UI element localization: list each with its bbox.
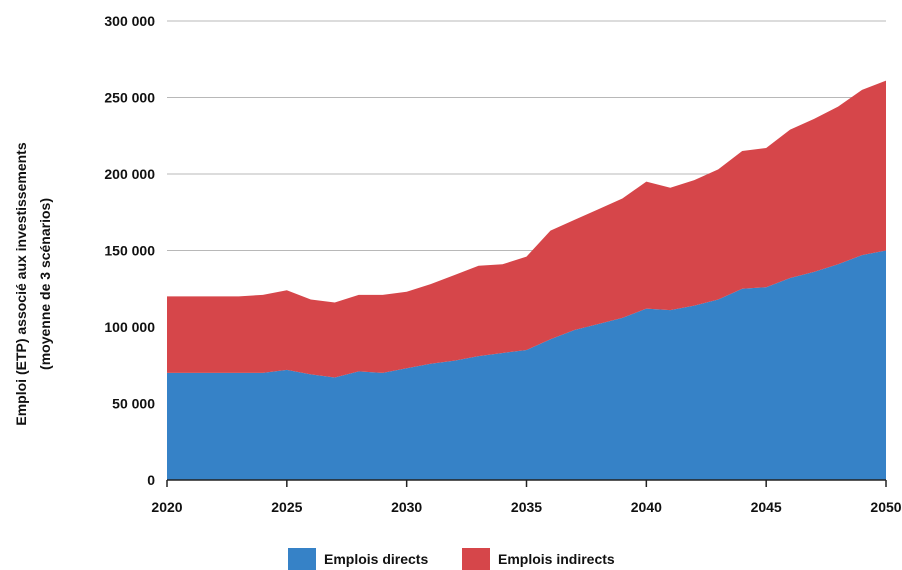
legend: Emplois directs Emplois indirects — [0, 548, 902, 570]
y-tick-label: 0 — [147, 472, 155, 488]
y-tick-label: 100 000 — [104, 319, 155, 335]
legend-swatch-indirect — [462, 548, 490, 570]
legend-item-direct: Emplois directs — [288, 548, 428, 570]
area-series — [167, 80, 886, 480]
chart: 0 50 000 100 000 150 000 200 000 250 000 300 0… — [13, 13, 902, 515]
x-tick-label: 2035 — [511, 499, 542, 515]
y-tick-label: 250 000 — [104, 90, 155, 106]
legend-swatch-direct — [288, 548, 316, 570]
x-tick-label: 2020 — [151, 499, 182, 515]
y-axis-label-line2: (moyenne de 3 scénarios) — [37, 198, 53, 370]
x-tick-label: 2030 — [391, 499, 422, 515]
area-series-direct — [167, 250, 886, 480]
x-tick-label: 2045 — [751, 499, 782, 515]
legend-item-indirect: Emplois indirects — [462, 548, 615, 570]
y-tick-label: 200 000 — [104, 166, 155, 182]
area-series-indirect — [167, 80, 886, 378]
y-tick-label: 150 000 — [104, 243, 155, 259]
x-tick-label: 2050 — [870, 499, 901, 515]
legend-label-direct: Emplois directs — [324, 551, 429, 567]
y-axis-label-line1: Emploi (ETP) associé aux investissements — [13, 142, 29, 425]
axes: 0 50 000 100 000 150 000 200 000 250 000 300 0… — [104, 13, 901, 515]
y-tick-label: 50 000 — [112, 396, 155, 412]
x-tick-label: 2025 — [271, 499, 302, 515]
legend-label-indirect: Emplois indirects — [498, 551, 615, 567]
y-tick-label: 300 000 — [104, 13, 155, 29]
x-tick-label: 2040 — [631, 499, 662, 515]
